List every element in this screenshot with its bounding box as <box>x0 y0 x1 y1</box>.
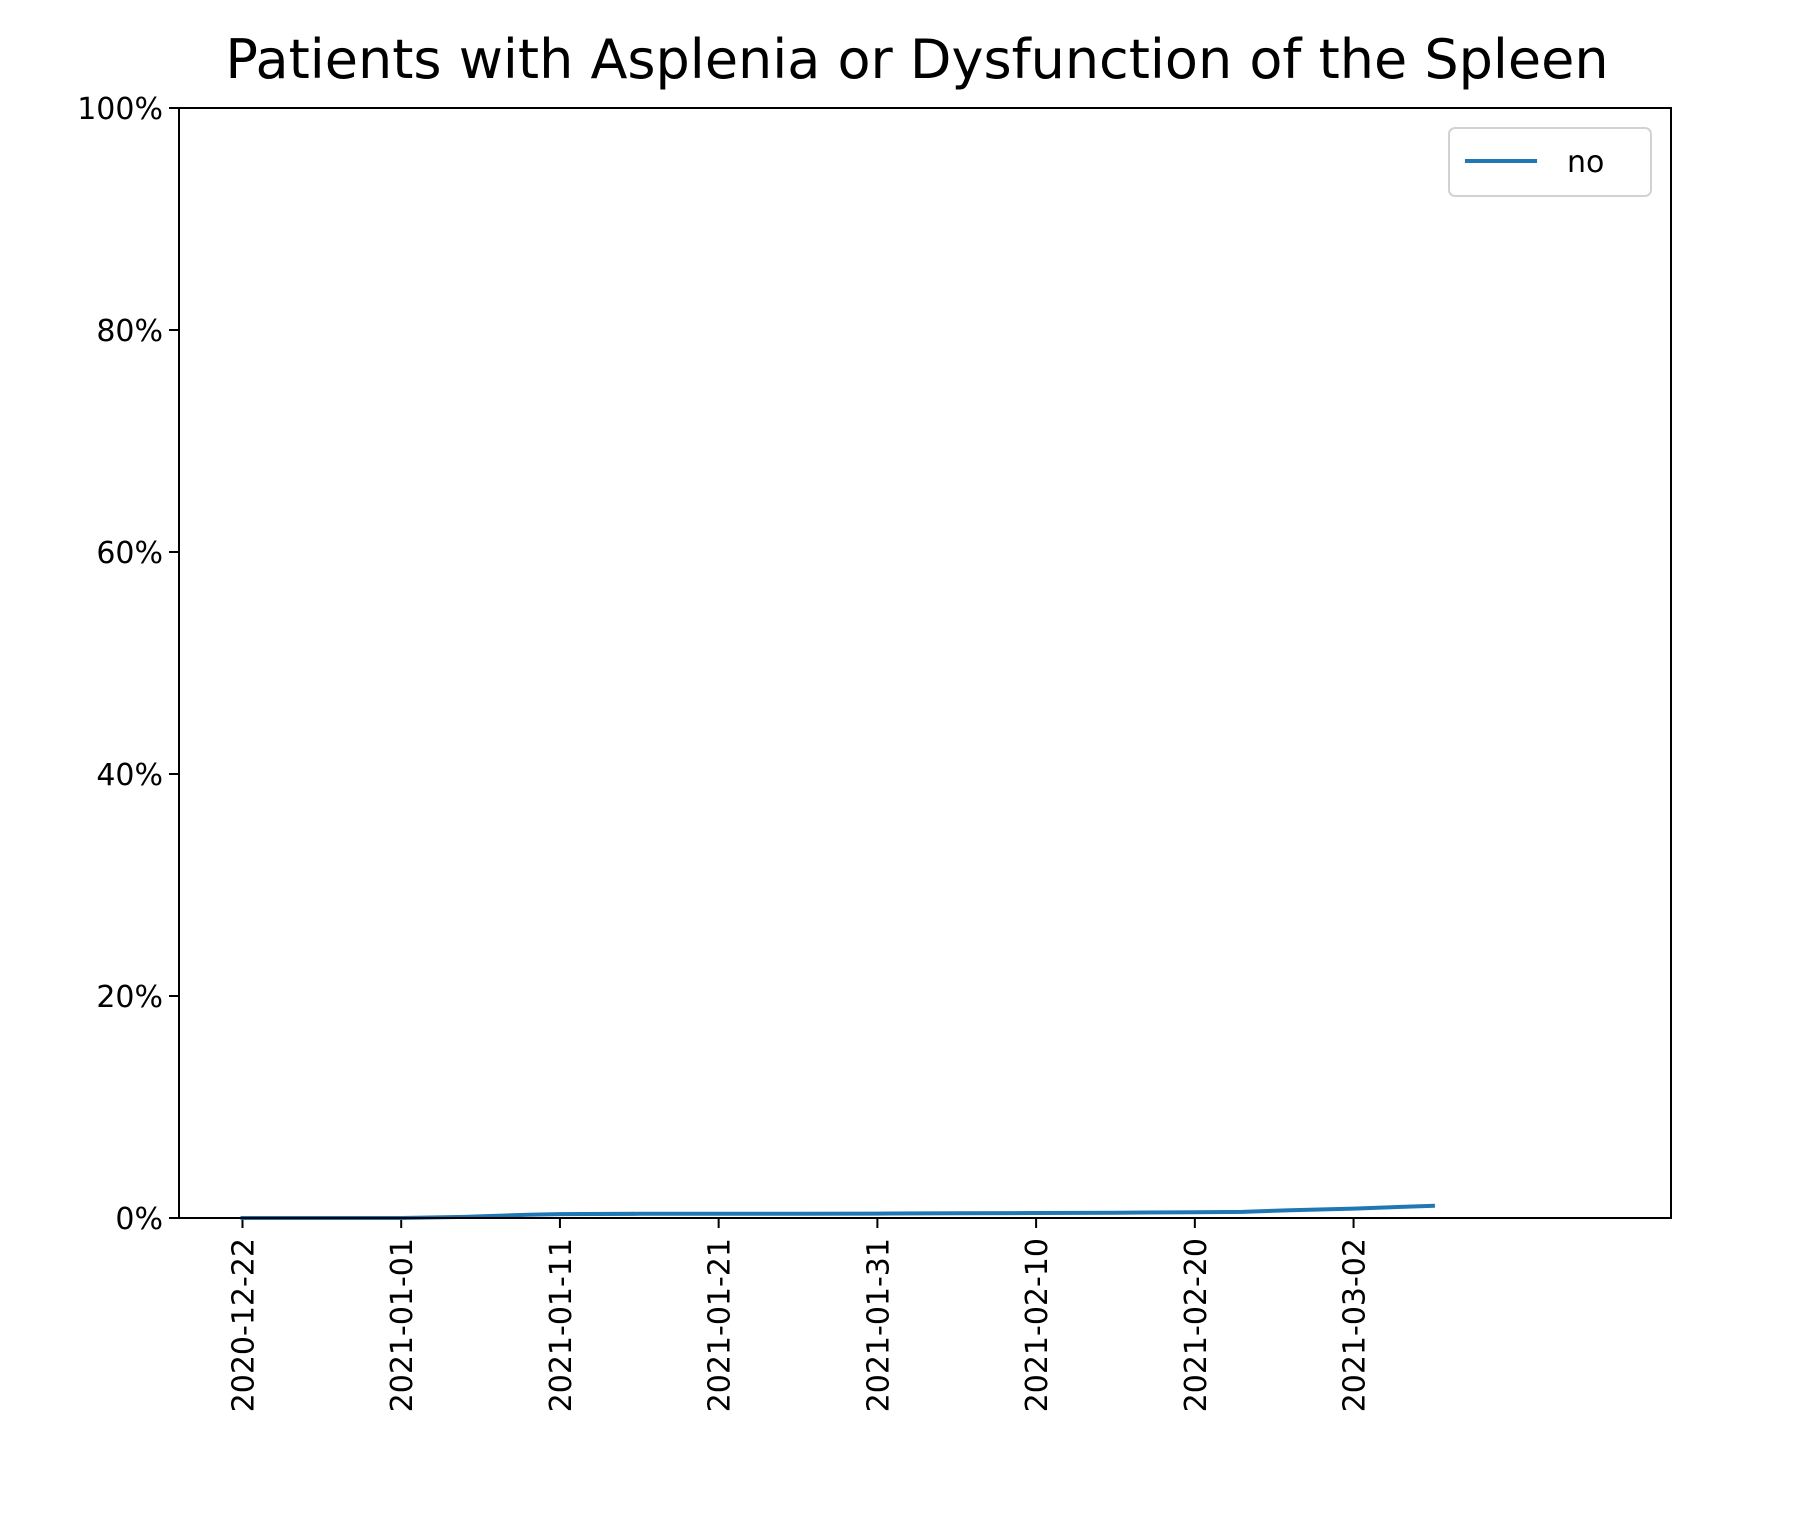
x-tick-label: 2021-03-02 <box>1338 1238 1373 1412</box>
plot-area <box>179 108 1671 1218</box>
x-tick-label: 2021-02-10 <box>1020 1238 1055 1412</box>
x-tick-label: 2020-12-22 <box>226 1238 261 1412</box>
x-tick-label: 2021-02-20 <box>1179 1238 1214 1412</box>
chart-title: Patients with Asplenia or Dysfunction of… <box>225 28 1608 91</box>
y-tick-label: 100% <box>77 92 163 127</box>
y-axis: 0% 20% 40% 60% 80% 100% <box>77 92 179 1237</box>
x-tick-label: 2021-01-21 <box>703 1238 738 1412</box>
x-axis: 2020-12-22 2021-01-01 2021-01-11 2021-01-21… <box>226 1218 1373 1412</box>
legend-box <box>1448 127 1652 197</box>
y-tick-label: 40% <box>96 758 163 793</box>
y-tick-label: 60% <box>96 536 163 571</box>
y-tick-label: 80% <box>96 314 163 349</box>
series-line-0 <box>240 1203 1435 1220</box>
x-tick-label: 2021-01-11 <box>544 1238 579 1412</box>
y-tick-label: 0% <box>115 1202 163 1237</box>
x-tick-label: 2021-01-01 <box>385 1238 420 1412</box>
series-layer <box>240 1203 1435 1220</box>
legend-label: no <box>1567 145 1604 180</box>
legend: no <box>1448 127 1652 197</box>
y-tick-label: 20% <box>96 980 163 1015</box>
plot-frame <box>178 107 1672 1219</box>
x-tick-label: 2021-01-31 <box>861 1238 896 1412</box>
